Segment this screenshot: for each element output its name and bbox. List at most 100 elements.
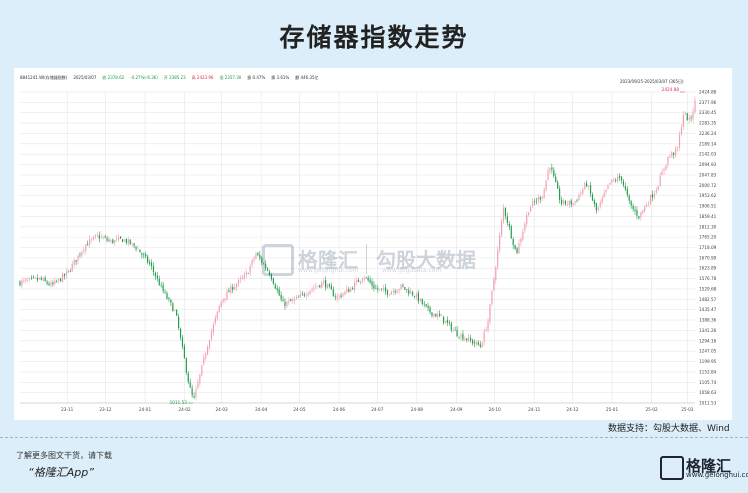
- candle-body: [661, 171, 663, 176]
- y-tick-label: 1765.20: [699, 235, 717, 240]
- candle-body: [559, 188, 561, 200]
- candle-body: [90, 238, 93, 240]
- candle-body: [537, 197, 539, 202]
- candle-body: [234, 286, 236, 290]
- candle-body: [348, 289, 350, 293]
- x-tick-label: 25-02: [646, 407, 659, 412]
- candle-body: [154, 272, 156, 277]
- candle-body: [79, 254, 81, 256]
- candle-body: [636, 210, 638, 216]
- candle-body: [346, 289, 348, 292]
- candle-body: [528, 212, 530, 216]
- candle-body: [100, 236, 102, 238]
- candle-body: [479, 344, 481, 347]
- candle-body: [177, 316, 180, 328]
- candle-body: [419, 298, 421, 301]
- watermark: 格隆汇 www.gelonghui.com 勾股大数据 www.gogudata…: [262, 240, 492, 280]
- candle-body: [158, 278, 160, 286]
- candle-body: [442, 316, 445, 323]
- watermark-brand: 格隆汇: [298, 248, 358, 272]
- x-tick-label: 24-06: [333, 407, 346, 412]
- candle-body: [460, 334, 462, 338]
- y-tick-label: 2000.72: [699, 183, 717, 188]
- candle-body: [19, 281, 21, 286]
- candle-body: [85, 244, 87, 251]
- candle-body: [247, 273, 249, 275]
- candle-body: [545, 180, 547, 191]
- candle-body: [454, 330, 456, 331]
- candle-body: [179, 328, 182, 338]
- x-tick-label: 24-12: [566, 407, 579, 412]
- candle-body: [371, 281, 373, 286]
- candle-body: [615, 180, 617, 181]
- candle-body: [497, 249, 499, 267]
- candle-body: [77, 255, 79, 261]
- candle-body: [218, 306, 220, 312]
- watermark-logo-icon: [262, 244, 294, 276]
- candle-body: [156, 275, 158, 279]
- candle-body: [152, 266, 155, 272]
- candle-body: [588, 186, 590, 187]
- candle-body: [516, 247, 518, 253]
- candle-body: [83, 249, 85, 251]
- candle-body: [452, 329, 454, 331]
- candle-body: [493, 279, 495, 291]
- candle-body: [363, 278, 365, 280]
- stats-code: 8841241.WI(存储器指数): [20, 75, 68, 80]
- candle-body: [450, 323, 452, 331]
- candle-body: [114, 239, 116, 244]
- candle-body: [458, 336, 460, 338]
- candle-body: [520, 238, 522, 243]
- candle-body: [205, 354, 207, 359]
- candle-body: [324, 280, 327, 288]
- candle-body: [228, 290, 230, 293]
- x-tick-label: 24-03: [216, 407, 229, 412]
- stats-item: 振 0.47%: [247, 75, 266, 80]
- y-tick-label: 1152.84: [699, 369, 717, 374]
- watermark-brand2: 勾股大数据: [376, 248, 476, 272]
- candle-body: [342, 293, 344, 296]
- candle-body: [330, 285, 332, 290]
- candle-body: [413, 296, 416, 297]
- candle-body: [110, 240, 112, 242]
- candle-body: [570, 200, 572, 205]
- candle-body: [526, 215, 528, 225]
- candle-body: [423, 303, 425, 305]
- candle-body: [365, 277, 367, 279]
- candle-body: [647, 203, 650, 205]
- candle-body: [317, 285, 319, 287]
- candle-body: [367, 277, 369, 281]
- candle-body: [406, 289, 408, 290]
- candle-body: [54, 280, 56, 285]
- candle-body: [355, 280, 358, 283]
- x-tick-label: 24-11: [528, 407, 541, 412]
- candle-body: [381, 288, 383, 290]
- candle-body: [334, 296, 336, 298]
- y-tick-label: 2283.35: [699, 121, 717, 126]
- candle-body: [201, 365, 203, 376]
- candle-body: [56, 280, 58, 282]
- candle-body: [199, 374, 201, 383]
- candle-body: [609, 182, 611, 185]
- candle-body: [48, 283, 50, 286]
- candle-body: [272, 278, 274, 284]
- candle-body: [255, 253, 257, 259]
- candle-body: [686, 113, 688, 121]
- candle-body: [444, 320, 447, 324]
- candle-body: [141, 253, 143, 255]
- stats-item: 低 2357.30: [219, 75, 242, 80]
- candle-body: [44, 277, 46, 282]
- candle-body: [332, 289, 334, 297]
- candle-body: [195, 389, 197, 398]
- candle-body: [36, 278, 39, 280]
- candle-body: [286, 301, 288, 306]
- candle-body: [106, 238, 108, 241]
- logo-icon: [660, 456, 684, 480]
- candle-body: [87, 244, 89, 246]
- candle-body: [359, 280, 361, 283]
- candle-body: [562, 200, 565, 204]
- candle-body: [446, 319, 449, 323]
- candle-body: [326, 284, 329, 289]
- candle-body: [236, 283, 238, 288]
- stats-date: 2025/03/07: [73, 75, 97, 80]
